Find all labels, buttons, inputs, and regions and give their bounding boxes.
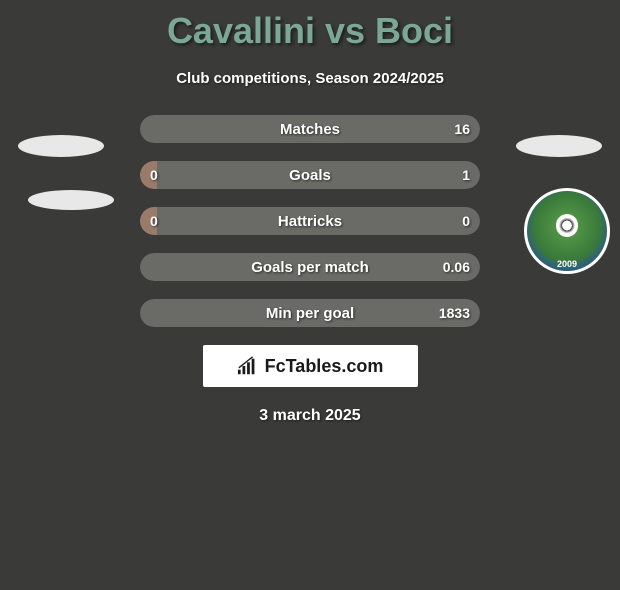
stat-label: Goals bbox=[140, 167, 480, 184]
stat-row-goals: 0 Goals 1 bbox=[140, 161, 480, 189]
crest-year: 2009 bbox=[527, 259, 607, 269]
stat-label: Goals per match bbox=[140, 259, 480, 276]
stats-container: Matches 16 0 Goals 1 0 Hattricks 0 Goals… bbox=[140, 115, 480, 327]
right-placeholder-1 bbox=[516, 135, 602, 157]
stat-value-right: 0.06 bbox=[443, 259, 470, 275]
date-label: 3 march 2025 bbox=[0, 407, 620, 425]
chart-bars-icon bbox=[237, 356, 259, 376]
brand-name: FcTables.com bbox=[265, 356, 384, 377]
brand-logo-box[interactable]: FcTables.com bbox=[203, 345, 418, 387]
stat-label: Min per goal bbox=[140, 305, 480, 322]
crest-ball-icon bbox=[556, 214, 578, 236]
left-placeholder-1 bbox=[18, 135, 104, 157]
left-placeholder-2 bbox=[28, 190, 114, 210]
stat-row-hattricks: 0 Hattricks 0 bbox=[140, 207, 480, 235]
stat-row-min-per-goal: Min per goal 1833 bbox=[140, 299, 480, 327]
team-crest: 2009 bbox=[524, 188, 610, 274]
stat-label: Matches bbox=[140, 121, 480, 138]
stat-label: Hattricks bbox=[140, 213, 480, 230]
stat-value-right: 1 bbox=[462, 167, 470, 183]
page-subtitle: Club competitions, Season 2024/2025 bbox=[0, 70, 620, 87]
stat-value-right: 1833 bbox=[439, 305, 470, 321]
stat-row-goals-per-match: Goals per match 0.06 bbox=[140, 253, 480, 281]
page-title: Cavallini vs Boci bbox=[0, 10, 620, 52]
stat-row-matches: Matches 16 bbox=[140, 115, 480, 143]
stat-value-right: 0 bbox=[462, 213, 470, 229]
stat-value-right: 16 bbox=[454, 121, 470, 137]
